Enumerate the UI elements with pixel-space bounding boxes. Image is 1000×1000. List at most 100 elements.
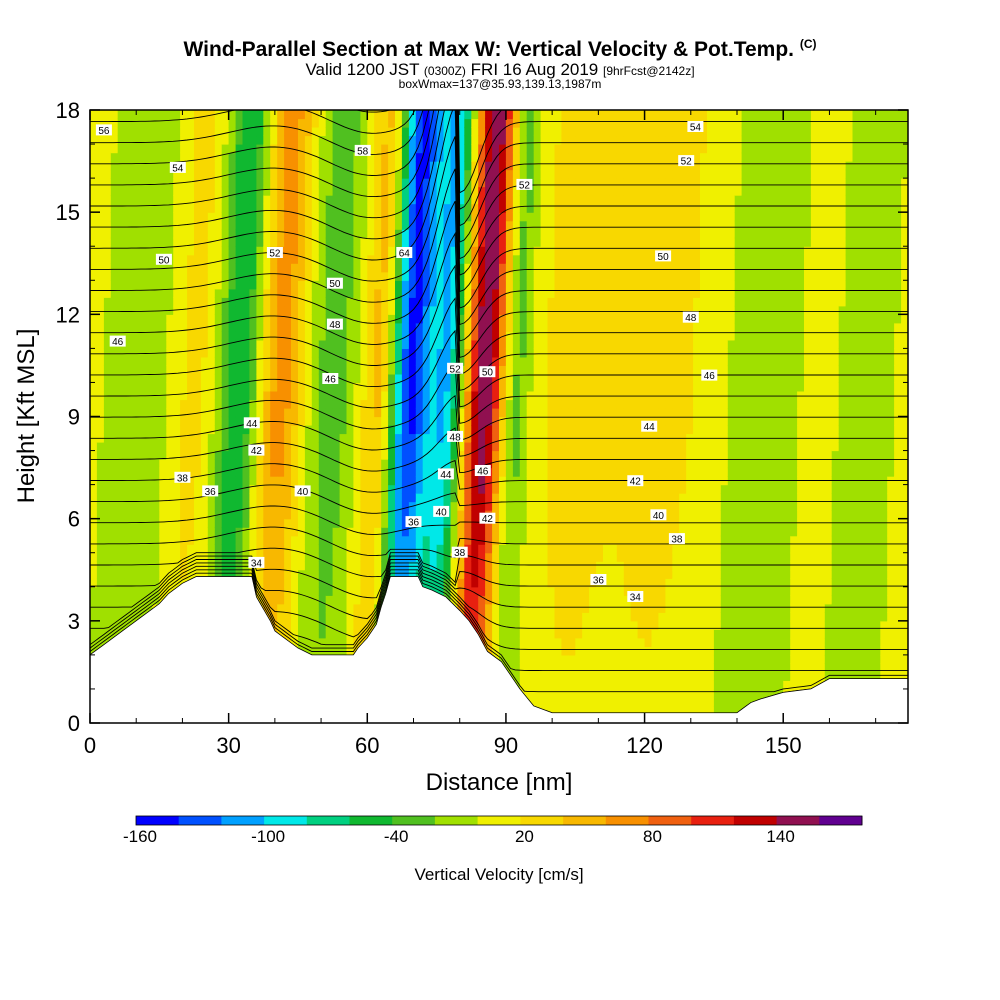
velocity-cell (526, 331, 535, 341)
velocity-cell (110, 195, 119, 205)
velocity-cell (554, 654, 562, 664)
velocity-cell (374, 544, 382, 554)
velocity-cell (221, 552, 230, 562)
velocity-cell (90, 254, 98, 264)
velocity-cell (145, 127, 153, 137)
velocity-cell (561, 416, 569, 426)
velocity-cell (457, 399, 465, 409)
velocity-cell (228, 237, 237, 247)
velocity-cell (332, 348, 341, 358)
velocity-cell (443, 450, 451, 460)
velocity-cell (325, 510, 334, 520)
velocity-cell (450, 348, 458, 358)
velocity-cell (235, 408, 244, 418)
velocity-cell (547, 237, 555, 247)
velocity-cell (200, 305, 209, 315)
velocity-cell (512, 314, 521, 324)
velocity-cell (242, 229, 250, 239)
velocity-cell (110, 322, 119, 332)
velocity-cell (284, 348, 292, 358)
velocity-cell (381, 305, 389, 315)
velocity-cell (166, 220, 174, 230)
velocity-cell (568, 680, 576, 690)
velocity-cell (450, 305, 458, 315)
velocity-cell (228, 305, 237, 315)
velocity-cell (96, 586, 105, 596)
velocity-cell (145, 229, 153, 239)
velocity-cell (263, 254, 271, 264)
velocity-cell (207, 493, 216, 503)
velocity-cell (492, 484, 500, 494)
velocity-cell (152, 578, 160, 588)
velocity-cell (159, 356, 167, 366)
velocity-cell (561, 305, 569, 315)
velocity-cell (138, 237, 146, 247)
velocity-cell (360, 195, 368, 205)
velocity-cell (90, 339, 98, 349)
velocity-cell (526, 561, 535, 571)
velocity-cell (103, 322, 112, 332)
velocity-cell (353, 544, 361, 554)
velocity-cell (207, 305, 216, 315)
velocity-cell (547, 110, 555, 120)
velocity-cell (138, 152, 146, 162)
velocity-cell (180, 110, 188, 120)
velocity-cell (318, 254, 327, 264)
velocity-cell (422, 297, 431, 307)
velocity-cell (471, 510, 479, 520)
velocity-cell (554, 365, 562, 375)
velocity-cell (478, 161, 486, 171)
velocity-cell (457, 373, 465, 383)
velocity-cell (408, 391, 417, 401)
velocity-cell (263, 229, 271, 239)
velocity-cell (505, 569, 514, 579)
velocity-cell (311, 254, 320, 264)
velocity-cell (124, 348, 133, 358)
velocity-cell (242, 220, 250, 230)
velocity-cell (325, 186, 334, 196)
velocity-cell (561, 254, 569, 264)
velocity-cell (284, 169, 292, 179)
velocity-cell (429, 246, 438, 256)
velocity-cell (304, 186, 313, 196)
velocity-cell (450, 527, 458, 537)
velocity-cell (152, 527, 160, 537)
velocity-cell (353, 586, 361, 596)
velocity-cell (519, 467, 528, 477)
velocity-cell (353, 110, 361, 120)
velocity-cell (263, 280, 271, 290)
velocity-cell (277, 356, 285, 366)
velocity-cell (90, 459, 98, 469)
velocity-cell (540, 254, 549, 264)
velocity-cell (138, 569, 146, 579)
velocity-cell (429, 135, 438, 145)
velocity-cell (284, 578, 292, 588)
velocity-cell (450, 314, 458, 324)
velocity-cell (339, 510, 348, 520)
velocity-cell (450, 212, 458, 222)
velocity-cell (519, 391, 528, 401)
velocity-cell (284, 331, 292, 341)
velocity-cell (395, 254, 403, 264)
velocity-cell (388, 331, 396, 341)
velocity-cell (166, 246, 174, 256)
velocity-cell (353, 459, 361, 469)
velocity-cell (499, 203, 507, 213)
velocity-cell (138, 552, 146, 562)
velocity-cell (381, 373, 389, 383)
velocity-cell (367, 254, 375, 264)
velocity-cell (526, 527, 535, 537)
velocity-cell (554, 280, 562, 290)
velocity-cell (311, 229, 320, 239)
velocity-cell (492, 263, 500, 273)
velocity-cell (263, 271, 271, 281)
velocity-cell (471, 595, 479, 605)
velocity-cell (214, 408, 223, 418)
velocity-cell (194, 339, 202, 349)
velocity-cell (291, 552, 299, 562)
velocity-cell (471, 220, 479, 230)
velocity-cell (457, 135, 465, 145)
velocity-cell (298, 152, 306, 162)
velocity-cell (367, 578, 375, 588)
velocity-cell (485, 561, 493, 571)
